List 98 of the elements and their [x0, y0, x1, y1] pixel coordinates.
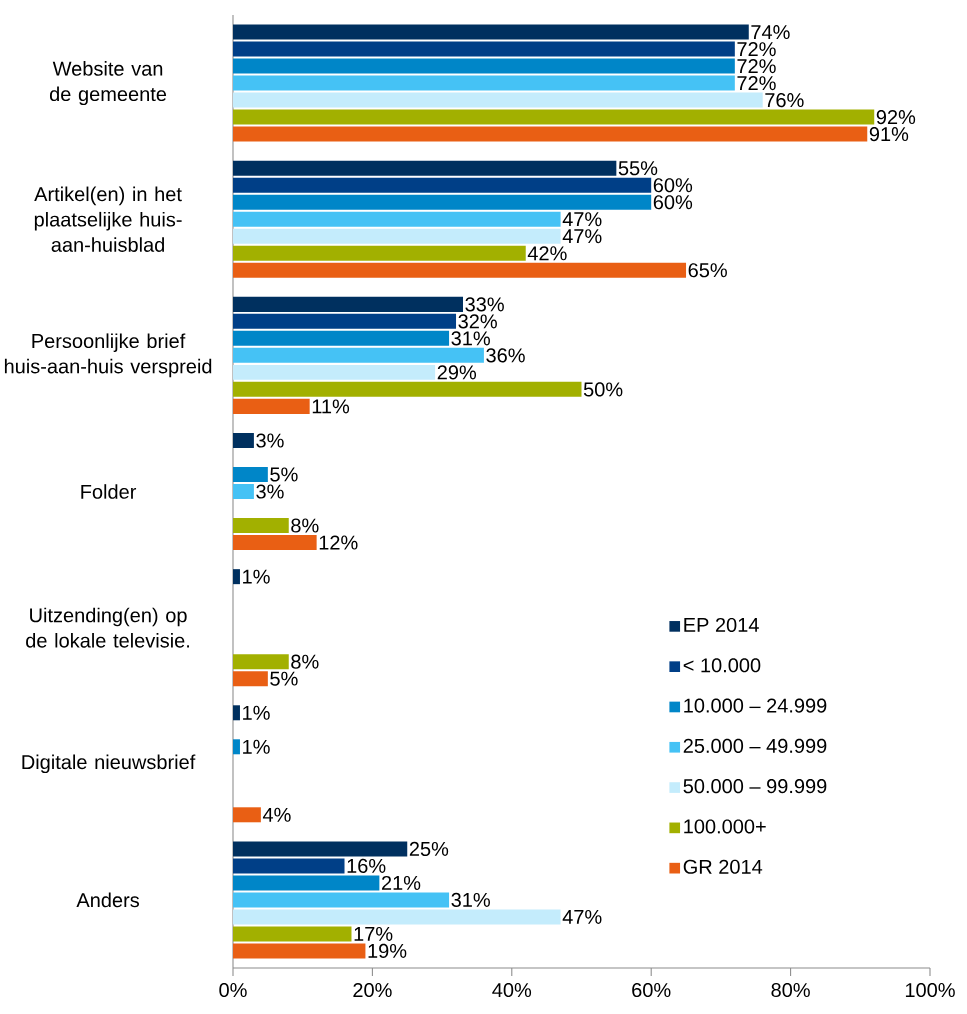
- data-label: 11%: [312, 399, 350, 414]
- bar: [233, 909, 561, 925]
- bar: [233, 875, 380, 891]
- data-label: 19%: [368, 943, 407, 959]
- bar: [233, 313, 457, 329]
- data-label: 47%: [562, 212, 602, 227]
- bar: [233, 126, 868, 142]
- legend-label: < 10.000: [683, 658, 761, 673]
- bar: [233, 330, 450, 346]
- bar: [233, 194, 652, 210]
- bar: [233, 347, 484, 363]
- bar: [233, 177, 652, 193]
- bar: [233, 41, 735, 57]
- bar: [233, 858, 345, 874]
- x-tick-label: 20%: [353, 982, 392, 998]
- data-label: 60%: [653, 195, 693, 210]
- data-label: 3%: [256, 433, 284, 448]
- bar: [233, 211, 561, 227]
- data-label: 33%: [465, 297, 504, 312]
- data-label: 72%: [737, 42, 776, 57]
- data-label: 1%: [243, 739, 270, 754]
- bar: [233, 841, 408, 857]
- data-label: 8%: [291, 518, 319, 533]
- bar: [233, 109, 875, 125]
- data-label: 17%: [354, 926, 393, 941]
- data-label: 72%: [737, 59, 776, 74]
- data-label: 16%: [347, 858, 386, 874]
- legend-label: 100.000+: [684, 819, 766, 834]
- bar: [233, 75, 735, 91]
- data-label: 4%: [262, 807, 291, 822]
- data-label: 42%: [527, 246, 567, 261]
- data-label: 21%: [381, 875, 421, 890]
- bar: [233, 58, 735, 74]
- data-label: 3%: [256, 484, 284, 499]
- bar: [233, 739, 240, 755]
- data-label: 25%: [409, 841, 449, 857]
- bar: [233, 892, 450, 908]
- data-label: 5%: [270, 671, 298, 686]
- y-tick-label: Uitzending(en) op de lokale televisie.: [26, 607, 189, 648]
- data-label: 55%: [618, 161, 658, 176]
- bar: [233, 569, 240, 585]
- data-label: 29%: [437, 365, 477, 380]
- y-tick-label: Anders: [76, 892, 139, 908]
- data-label: 36%: [486, 348, 525, 363]
- legend-label: 25.000 – 49.999: [683, 738, 827, 753]
- data-label: 31%: [451, 892, 490, 908]
- data-label: 47%: [562, 909, 602, 924]
- y-tick-label: Persoonlijke brief huis-aan-huis verspreid: [4, 333, 212, 378]
- data-label: 5%: [270, 467, 298, 482]
- bar: [233, 92, 763, 108]
- data-label: 65%: [688, 263, 727, 278]
- data-label: 72%: [737, 76, 776, 91]
- y-tick-label: Digitale nieuwsbrief: [22, 754, 196, 774]
- bar: [233, 245, 526, 261]
- data-label: 47%: [562, 229, 602, 244]
- legend-label: GR 2014: [683, 859, 763, 874]
- x-tick-label: 60%: [632, 982, 671, 998]
- bar: [233, 398, 310, 414]
- bar: [233, 228, 561, 244]
- bar: [233, 535, 317, 551]
- bar: [233, 518, 289, 534]
- bar: [233, 364, 436, 380]
- y-tick-label: Folder: [81, 484, 137, 499]
- data-label: 50%: [583, 382, 623, 397]
- data-label: 12%: [319, 535, 358, 550]
- legend-label: 10.000 – 24.999: [684, 698, 827, 713]
- bar: [233, 484, 254, 500]
- bar: [233, 943, 366, 959]
- bar: [233, 433, 254, 449]
- y-tick-label: Website van de gemeente: [49, 61, 167, 106]
- data-label: 31%: [451, 331, 490, 346]
- legend-label: 50.000 – 99.999: [683, 779, 827, 794]
- bar: [233, 807, 261, 823]
- bar: [233, 671, 268, 687]
- x-tick-label: 0%: [219, 982, 247, 998]
- bar: [233, 926, 352, 942]
- bar: [233, 296, 463, 312]
- data-label: 91%: [869, 127, 909, 142]
- bar: [233, 262, 687, 278]
- data-label: 92%: [876, 110, 916, 125]
- x-tick-label: 100%: [905, 982, 955, 998]
- x-tick-label: 40%: [492, 982, 532, 998]
- data-label: 32%: [458, 314, 497, 329]
- bar: [233, 24, 749, 40]
- data-label: 8%: [291, 654, 319, 669]
- y-tick-label: Artikel(en) in het plaatselijke huis-aan-huisblad: [34, 186, 182, 252]
- bar: [233, 654, 289, 670]
- data-label: 1%: [243, 569, 270, 584]
- x-tick-label: 80%: [771, 982, 810, 998]
- data-label: 60%: [653, 178, 693, 193]
- data-label: 1%: [243, 705, 270, 720]
- bar: [233, 381, 582, 397]
- bar: [233, 160, 617, 176]
- bar: [233, 705, 240, 721]
- legend-label: EP 2014: [684, 617, 759, 633]
- data-label: 76%: [765, 93, 804, 108]
- bar: [233, 467, 268, 483]
- data-label: 74%: [751, 25, 790, 40]
